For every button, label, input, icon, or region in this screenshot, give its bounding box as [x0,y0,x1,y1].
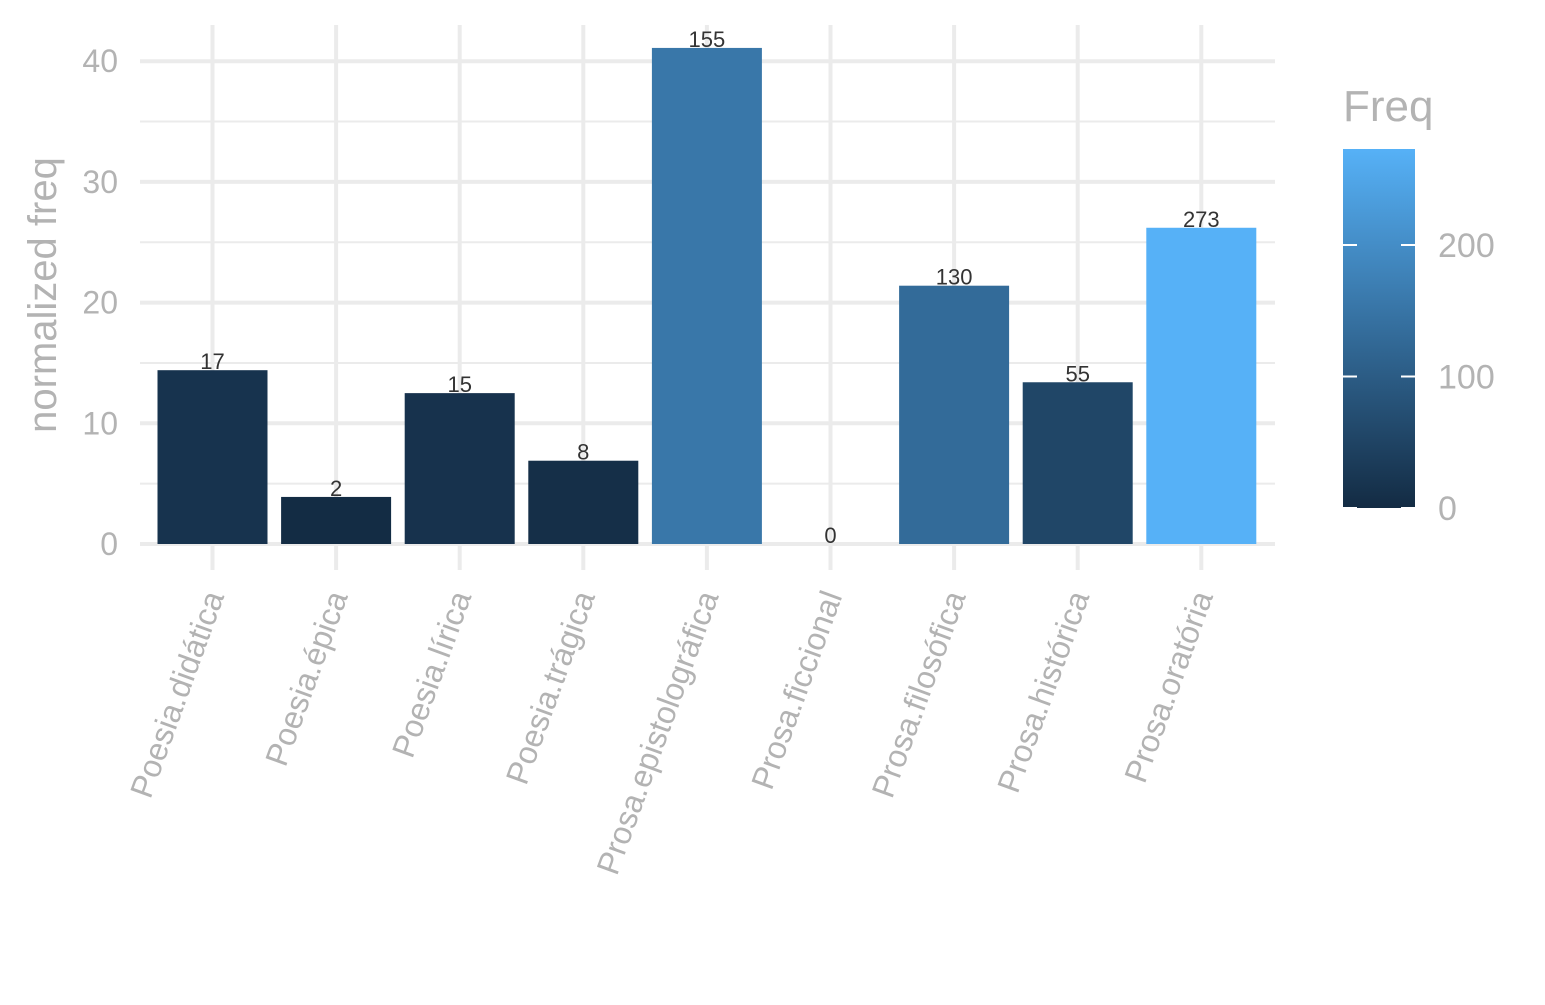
bar [651,47,762,544]
x-tick-label: Poesia.trágica [499,586,602,789]
data-label: 8 [577,440,589,465]
bar [1022,382,1133,544]
data-label: 273 [1183,207,1220,232]
y-tick-label: 30 [82,164,118,200]
bar [404,393,515,544]
legend-tick-label: 100 [1438,358,1495,396]
x-tick-label: Prosa.oratória [1117,586,1220,787]
x-tick-label: Prosa.filosófica [865,586,973,802]
bar [281,496,392,544]
y-tick-label: 40 [82,43,118,79]
data-label: 155 [689,27,726,52]
bar [1146,227,1257,545]
bars [157,47,1257,545]
y-tick-label: 20 [82,285,118,321]
data-labels: 17 2 15 8 155 0 130 55 273 [200,27,1219,548]
x-tick-label: Poesia.lírica [385,586,479,762]
data-label: 130 [936,265,973,290]
x-tick-label: Prosa.ficcional [744,586,849,794]
data-label: 2 [330,476,342,501]
colorbar-legend: Freq 0 100 200 [1343,82,1495,528]
y-tick-label: 0 [100,526,118,562]
y-tick-label: 10 [82,405,118,441]
x-tick-label: Prosa.histórica [990,586,1096,797]
legend-tick-label: 0 [1438,490,1457,528]
bar [157,370,268,544]
bar [899,285,1010,544]
legend-tick-label: 200 [1438,227,1495,265]
bar [528,460,639,544]
data-label: 0 [824,523,836,548]
data-label: 55 [1065,361,1089,386]
colorbar [1343,149,1415,508]
x-tick-label: Poesia.épica [258,586,355,771]
data-label: 15 [447,372,471,397]
y-axis-title: normalized freq [21,157,65,433]
data-label: 17 [200,349,224,374]
x-tick-label: Prosa.epistolográfica [589,586,725,879]
legend-title: Freq [1343,82,1433,131]
x-tick-label: Poesia.didática [123,586,231,802]
